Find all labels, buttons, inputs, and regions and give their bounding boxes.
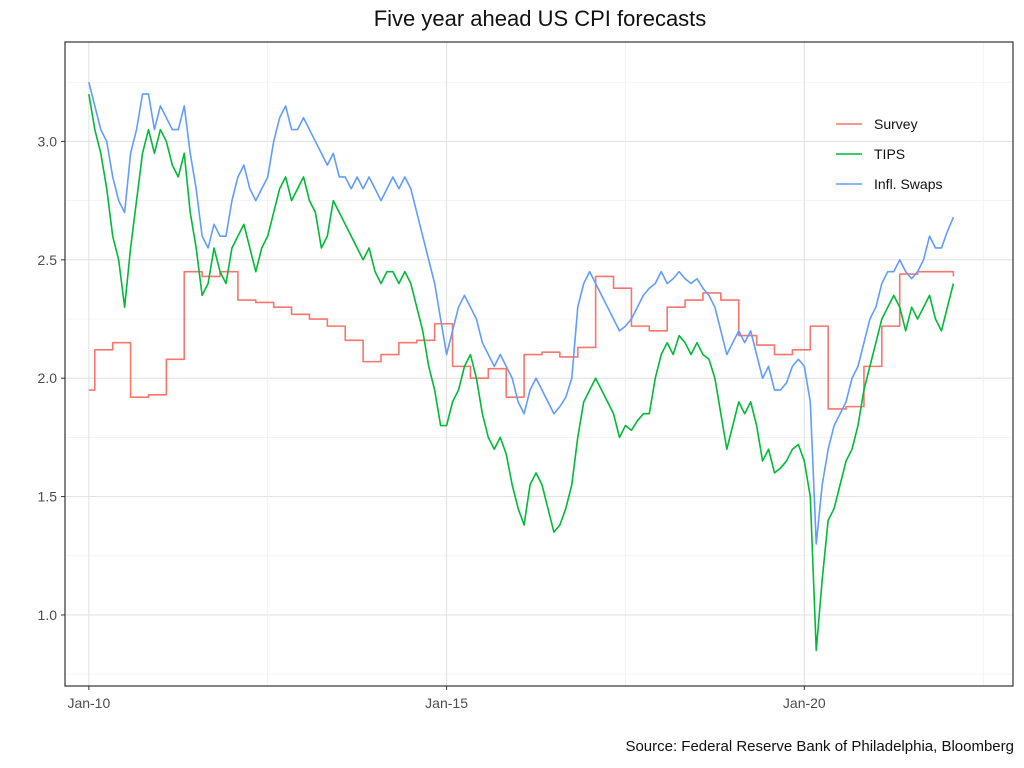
legend-label-survey: Survey: [874, 116, 918, 132]
y-tick-label: 2.0: [38, 370, 58, 386]
series-line-survey: [88, 270, 955, 410]
plot-background: [65, 42, 1013, 686]
chart-title: Five year ahead US CPI forecasts: [373, 6, 707, 31]
source-note: Source: Federal Reserve Bank of Philadel…: [625, 738, 1014, 755]
legend-label-infl-swaps: Infl. Swaps: [874, 176, 942, 192]
legend: Survey TIPS Infl. Swaps: [836, 116, 942, 192]
legend-label-tips: TIPS: [874, 146, 905, 162]
series-line-infl-swaps: [88, 82, 955, 545]
series-lines: [88, 82, 955, 652]
y-tick-label: 2.5: [38, 252, 58, 268]
x-tick-label: Jan-20: [783, 695, 826, 711]
axes: 1.0 1.5 2.0 2.5 3.0 Jan-10 Jan-15 Jan-20: [38, 133, 826, 711]
y-tick-label: 1.5: [38, 489, 58, 505]
y-tick-label: 3.0: [38, 133, 58, 149]
plot-border: [64, 41, 1014, 687]
grid: [65, 42, 1013, 686]
x-tick-label: Jan-15: [425, 695, 468, 711]
y-tick-label: 1.0: [38, 607, 58, 623]
series-line-tips: [88, 93, 955, 652]
x-tick-label: Jan-10: [67, 695, 110, 711]
